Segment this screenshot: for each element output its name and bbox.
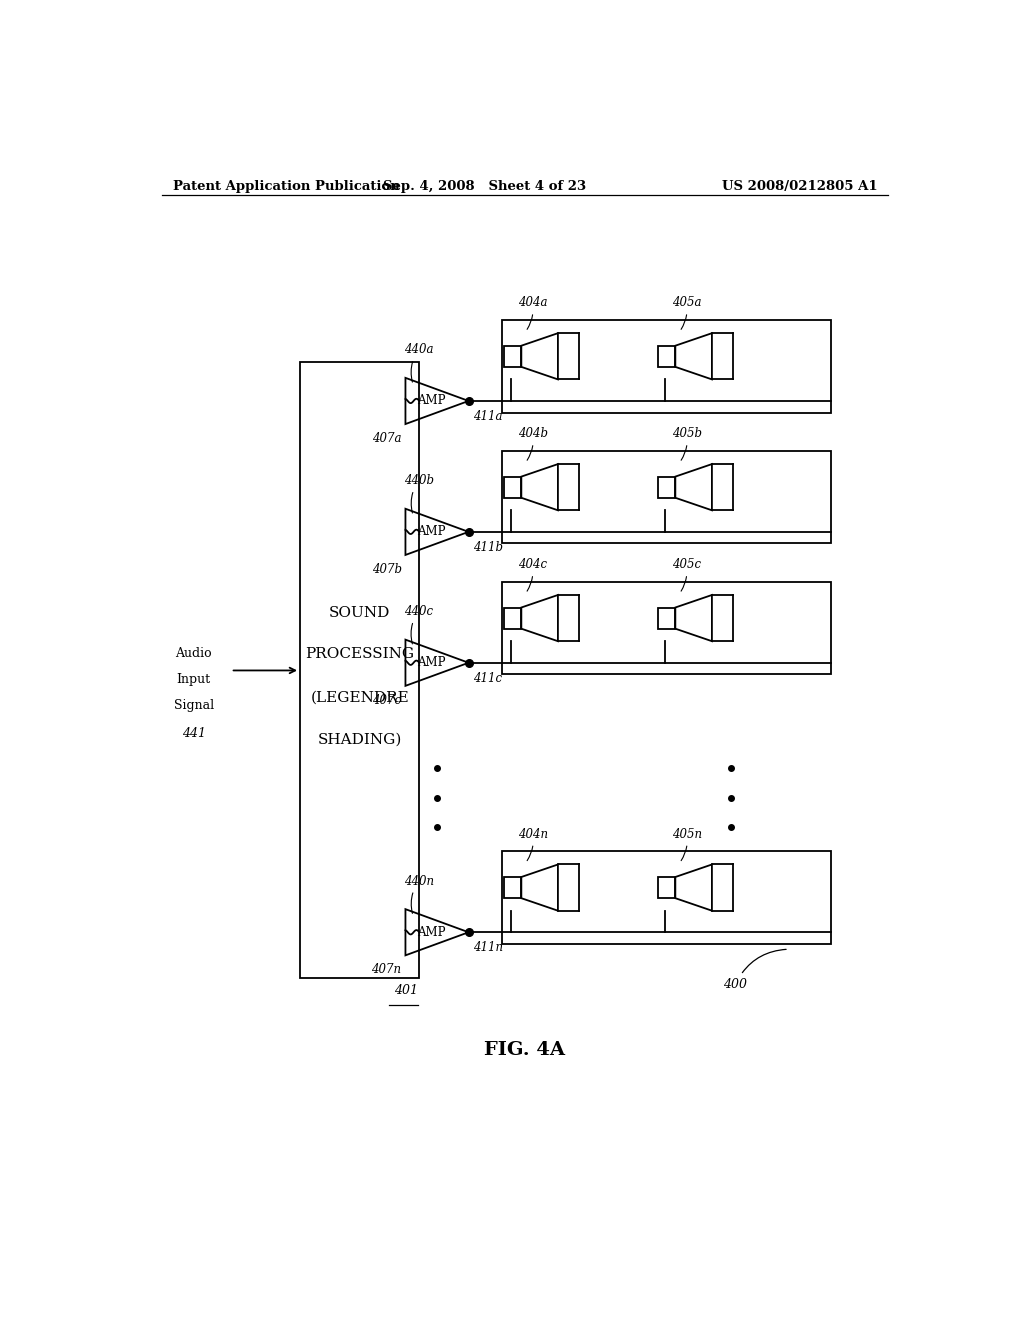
Text: 441: 441 [181, 727, 206, 741]
Text: Sep. 4, 2008   Sheet 4 of 23: Sep. 4, 2008 Sheet 4 of 23 [383, 180, 587, 193]
Bar [658, 607, 676, 628]
Text: PROCESSING: PROCESSING [305, 647, 414, 660]
Text: SHADING): SHADING) [317, 733, 401, 747]
Text: US 2008/0212805 A1: US 2008/0212805 A1 [722, 180, 878, 193]
Text: 405b: 405b [672, 428, 701, 461]
Text: 411b: 411b [473, 541, 503, 554]
Text: 440a: 440a [403, 343, 433, 381]
Text: 401: 401 [394, 983, 418, 997]
Text: 400: 400 [724, 949, 786, 991]
Text: 407a: 407a [372, 432, 401, 445]
Text: 411a: 411a [473, 411, 503, 424]
Text: 411n: 411n [473, 941, 504, 954]
Bar [300, 363, 419, 978]
Bar [658, 876, 676, 898]
Text: 405c: 405c [672, 558, 701, 591]
Text: 404a: 404a [518, 296, 548, 330]
Text: AMP: AMP [417, 525, 445, 539]
Text: Input: Input [176, 673, 211, 686]
Text: AMP: AMP [417, 656, 445, 669]
Text: 404c: 404c [518, 558, 547, 591]
Text: 407n: 407n [372, 964, 401, 975]
Text: 405n: 405n [672, 828, 702, 861]
Text: 407b: 407b [372, 562, 401, 576]
Text: 440b: 440b [403, 474, 434, 513]
Text: 404b: 404b [518, 428, 548, 461]
Text: 405a: 405a [672, 296, 701, 330]
Bar [503, 851, 831, 944]
Bar [504, 477, 521, 498]
Text: Patent Application Publication: Patent Application Publication [173, 180, 399, 193]
Text: AMP: AMP [417, 925, 445, 939]
Bar [503, 321, 831, 413]
Text: 440n: 440n [403, 875, 434, 913]
Bar [503, 582, 831, 675]
Text: AMP: AMP [417, 395, 445, 408]
Text: 407c: 407c [373, 693, 401, 706]
Text: FIG. 4A: FIG. 4A [484, 1041, 565, 1059]
Bar [504, 876, 521, 898]
Text: (LEGENDRE: (LEGENDRE [310, 690, 409, 705]
Bar [504, 346, 521, 367]
Text: Signal: Signal [174, 700, 214, 713]
Bar [504, 607, 521, 628]
Bar [503, 451, 831, 544]
Text: Audio: Audio [175, 647, 212, 660]
Bar [658, 477, 676, 498]
Bar [658, 346, 676, 367]
Text: SOUND: SOUND [329, 606, 390, 619]
Text: 411c: 411c [473, 672, 503, 685]
Text: 440c: 440c [403, 605, 433, 644]
Text: 404n: 404n [518, 828, 548, 861]
